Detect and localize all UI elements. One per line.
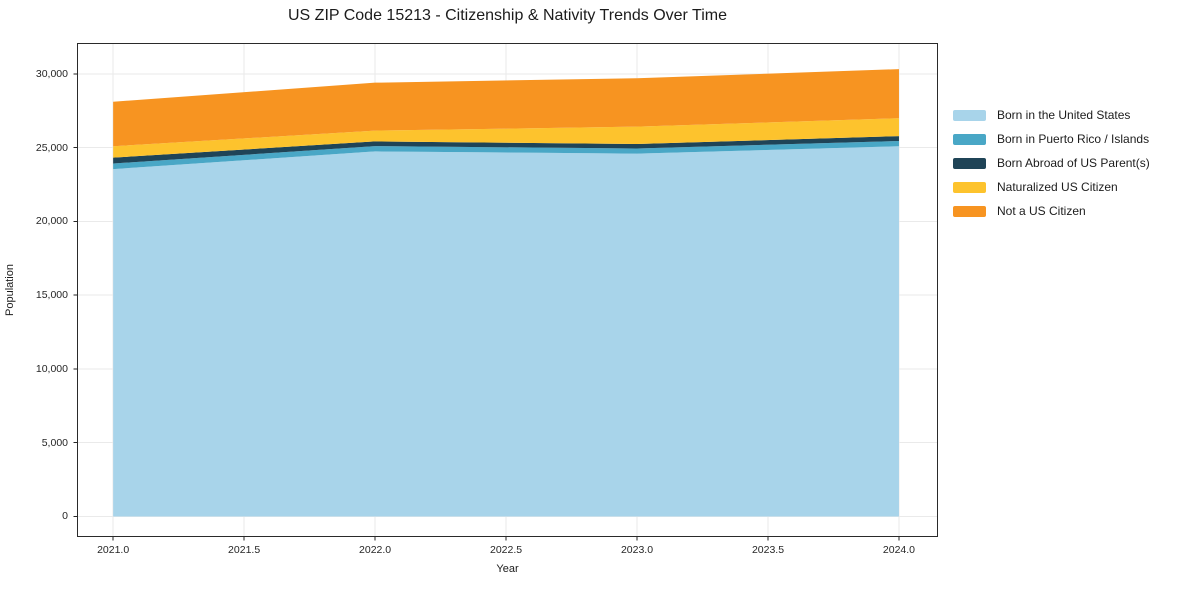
legend-swatch-icon [953,205,986,217]
legend-item-born-abroad-of-us-parent-s: Born Abroad of US Parent(s) [953,151,1150,175]
x-tick-label: 2021.0 [97,544,130,556]
y-tick-label: 15,000 [35,289,68,302]
legend-label: Born in the United States [997,108,1131,122]
x-tick-label: 2024.0 [882,544,916,556]
legend-swatch-icon [953,109,986,121]
legend-item-naturalized-us-citizen: Naturalized US Citizen [953,175,1150,199]
area-series-born-in-the-united-states [113,146,899,517]
y-axis-title: Population [4,264,16,316]
x-axis-title: Year [496,563,519,575]
legend-swatch-icon [953,133,986,145]
x-tick-label: 2022.5 [489,544,523,556]
legend-item-born-in-the-united-states: Born in the United States [953,103,1150,127]
y-tick-label: 0 [62,510,68,523]
x-tick-label: 2023.0 [620,544,654,556]
y-tick-label: 30,000 [35,67,68,80]
x-tick-label: 2021.5 [228,544,261,556]
legend-label: Born in Puerto Rico / Islands [997,132,1150,146]
y-tick-label: 20,000 [35,215,68,228]
y-tick-label: 10,000 [35,362,68,375]
area-series-born-in-puerto-rico-islands [113,140,899,170]
legend: Born in the United States Born in Puerto … [953,103,1150,223]
legend-item-born-in-puerto-rico-islands: Born in Puerto Rico / Islands [953,127,1150,151]
legend-label: Born Abroad of US Parent(s) [997,156,1150,170]
plot-border [77,43,938,537]
legend-label: Naturalized US Citizen [997,180,1118,194]
y-tick-label: 25,000 [35,141,68,154]
legend-swatch-icon [953,181,986,193]
area-series-naturalized-us-citizen [113,118,899,158]
y-tick-label: 5,000 [41,436,68,449]
legend-label: Not a US Citizen [997,204,1086,218]
x-tick-label: 2022.0 [359,544,392,556]
chart-title: US ZIP Code 15213 - Citizenship & Nativi… [288,7,727,24]
area-series-not-a-us-citizen [113,69,899,147]
legend-swatch-icon [953,157,986,169]
x-tick-label: 2023.5 [751,544,785,556]
legend-item-not-a-us-citizen: Not a US Citizen [953,199,1150,223]
area-series-born-abroad-of-us-parent-s [113,136,899,164]
